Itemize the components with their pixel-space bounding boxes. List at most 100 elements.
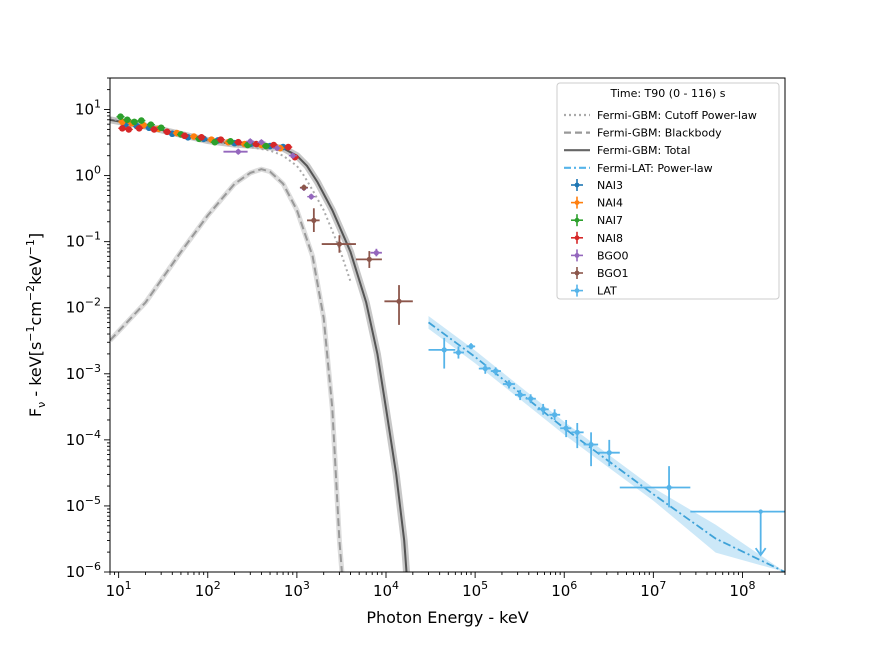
- y-label-part: F: [26, 408, 45, 417]
- tick-base: 10: [284, 582, 303, 600]
- tick-exponent: 0: [94, 164, 101, 177]
- y-label-part: −2: [24, 285, 37, 301]
- data-point: [606, 450, 612, 456]
- tick-exponent: 1: [94, 98, 101, 111]
- y-tick-label: 10−3: [66, 362, 101, 383]
- data-point: [125, 126, 133, 133]
- data-point: [135, 124, 143, 132]
- legend-marker-entry: NAI8: [571, 231, 623, 245]
- x-tick-label: 106: [551, 579, 577, 600]
- y-tick-label: 10−2: [66, 296, 101, 317]
- legend-marker-label: NAI3: [597, 179, 623, 192]
- tick-base: 10: [729, 582, 748, 600]
- data-point: [198, 133, 205, 141]
- data-point: [119, 124, 126, 132]
- y-axis-label: Fν - keV[s−1cm−2keV−1]: [24, 233, 48, 417]
- legend-title: Time: T90 (0 - 116) s: [609, 87, 725, 100]
- data-point: [366, 256, 372, 262]
- legend-line-entry: Fermi-GBM: Blackbody: [564, 127, 722, 140]
- y-label-part: keV: [26, 255, 45, 285]
- blackbody-line: [110, 168, 343, 572]
- y-label-part: −1: [24, 325, 37, 341]
- series-lat: [440, 343, 674, 491]
- tick-base: 10: [373, 582, 392, 600]
- legend-marker-icon: [574, 235, 580, 241]
- x-tick-label: 107: [640, 579, 666, 600]
- data-point: [284, 143, 292, 151]
- y-tick-label: 10−6: [66, 560, 101, 581]
- data-point: [211, 138, 219, 146]
- gbm-total-band: [110, 116, 410, 572]
- legend-marker-label: NAI8: [597, 232, 623, 245]
- data-point: [311, 217, 317, 223]
- error-bar: [384, 285, 413, 325]
- tick-exponent: 2: [214, 579, 221, 592]
- legend-marker-entry: LAT: [571, 284, 617, 298]
- data-point: [336, 241, 342, 247]
- plot-frame: [109, 77, 786, 573]
- data-point: [588, 441, 594, 448]
- y-label-part: - keV[s: [26, 342, 45, 402]
- legend-marker-icon: [574, 270, 580, 276]
- tick-exponent: −1: [85, 230, 101, 243]
- legend-line-entries: Fermi-GBM: Cutoff Power-law Fermi-GBM: Bl…: [564, 109, 757, 175]
- y-label-part: ]: [26, 233, 45, 239]
- tick-base: 10: [551, 582, 570, 600]
- legend-line-entry: Fermi-GBM: Total: [564, 144, 690, 157]
- data-point: [117, 113, 124, 120]
- y-label-part: cm: [26, 301, 45, 325]
- tick-exponent: 6: [570, 579, 577, 592]
- data-point: [528, 396, 534, 402]
- data-point: [540, 406, 546, 412]
- tick-base: 10: [106, 582, 125, 600]
- legend-line-entry: Fermi-GBM: Cutoff Power-law: [564, 109, 757, 122]
- tick-base: 10: [66, 233, 85, 251]
- data-point: [235, 149, 241, 155]
- data-point: [308, 194, 314, 200]
- legend-box: [556, 82, 780, 300]
- tick-base: 10: [66, 299, 85, 317]
- data-point: [163, 128, 171, 136]
- tick-base: 10: [195, 582, 214, 600]
- legend-marker-entry: NAI4: [571, 196, 623, 210]
- data-point: [506, 381, 512, 387]
- legend-line-label: Fermi-GBM: Blackbody: [597, 127, 722, 140]
- legend-marker-label: NAI4: [597, 197, 623, 210]
- legend-marker-entry: BGO0: [571, 249, 629, 262]
- data-point: [552, 412, 558, 418]
- tick-base: 10: [640, 582, 659, 600]
- x-tick-label: 104: [373, 579, 399, 600]
- tick-exponent: −3: [85, 362, 101, 375]
- data-point: [138, 117, 145, 124]
- tick-base: 10: [75, 167, 94, 185]
- data-point: [262, 142, 270, 150]
- tick-base: 10: [75, 101, 94, 119]
- x-axis-label: Photon Energy - keV: [366, 608, 528, 627]
- legend-marker-entry: NAI7: [571, 214, 623, 227]
- tick-exponent: 3: [303, 579, 310, 592]
- lat-confidence-band: [428, 316, 785, 572]
- upper-limit-point: [758, 509, 763, 514]
- y-tick-label: 10−1: [66, 230, 101, 251]
- data-point: [217, 136, 225, 143]
- legend-line-label: Fermi-GBM: Cutoff Power-law: [597, 109, 757, 122]
- data-point: [396, 298, 402, 304]
- data-point: [123, 116, 131, 124]
- y-label-part: −1: [24, 239, 37, 255]
- x-tick-label: 103: [284, 579, 310, 600]
- data-point: [131, 118, 138, 126]
- tick-base: 10: [462, 582, 481, 600]
- y-tick-label: 101: [75, 98, 101, 119]
- tick-exponent: −4: [85, 428, 101, 441]
- tick-exponent: 4: [392, 579, 399, 592]
- tick-exponent: 8: [749, 579, 756, 592]
- legend-marker-label: BGO0: [597, 249, 629, 262]
- legend-marker-entry: NAI3: [571, 179, 623, 192]
- legend-line-entry: Fermi-LAT: Power-law: [564, 162, 713, 175]
- data-point: [234, 138, 242, 146]
- data-point: [150, 126, 158, 133]
- data-point: [247, 138, 253, 144]
- data-point: [274, 145, 280, 151]
- data-point: [574, 429, 580, 435]
